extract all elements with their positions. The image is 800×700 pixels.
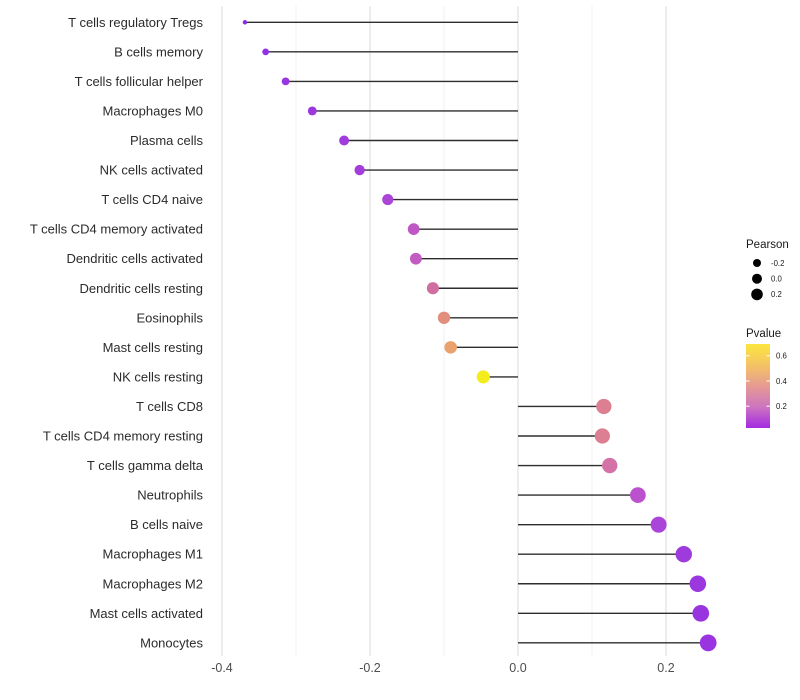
category-label: Dendritic cells activated — [66, 251, 203, 266]
size-legend-label: 0.0 — [771, 275, 783, 284]
size-legend-dot — [753, 259, 761, 267]
color-legend-label: 0.6 — [776, 352, 787, 361]
category-label: Macrophages M1 — [103, 547, 203, 562]
lollipop-dot — [602, 457, 618, 474]
category-label: T cells CD4 naive — [101, 192, 203, 207]
category-label: Macrophages M0 — [103, 103, 203, 118]
size-legend-label: -0.2 — [771, 259, 784, 268]
lollipop-dot — [281, 77, 290, 86]
category-label: T cells gamma delta — [87, 458, 204, 473]
lollipop-dot — [596, 398, 612, 415]
lollipop-dot — [650, 516, 667, 533]
color-legend-label: 0.4 — [776, 377, 788, 386]
pvalue-colorbar — [746, 344, 770, 428]
category-label: T cells CD4 memory resting — [43, 429, 203, 444]
category-label: T cells regulatory Tregs — [68, 15, 203, 30]
category-label: Dendritic cells resting — [79, 281, 203, 296]
category-label: Macrophages M2 — [103, 576, 203, 591]
lollipop-dot — [630, 487, 646, 503]
category-label: T cells CD8 — [136, 399, 203, 414]
category-label: B cells memory — [114, 44, 203, 59]
category-label: Monocytes — [140, 635, 203, 650]
lollipop-dot — [426, 282, 439, 295]
category-label: Mast cells resting — [103, 340, 203, 355]
x-axis-tick-label: -0.4 — [211, 661, 233, 675]
category-label: Mast cells activated — [90, 606, 203, 621]
lollipop-dot — [262, 48, 270, 56]
lollipop-dot — [692, 604, 710, 622]
category-label: NK cells resting — [113, 369, 203, 384]
lollipop-dot — [675, 545, 692, 563]
lollipop-dot — [476, 370, 490, 384]
lollipop-dot — [410, 252, 422, 265]
size-legend-dot — [751, 288, 763, 301]
lollipop-dot — [444, 341, 457, 354]
x-axis-tick-label: -0.2 — [359, 661, 381, 675]
lollipop-dot — [354, 164, 365, 176]
category-label: T cells CD4 memory activated — [30, 222, 203, 237]
lollipop-dot — [242, 20, 248, 25]
lollipop-dot — [407, 223, 420, 236]
size-legend-label: 0.2 — [771, 290, 782, 299]
category-label: Eosinophils — [137, 310, 204, 325]
category-label: B cells naive — [130, 517, 203, 532]
lollipop-dot — [382, 194, 394, 206]
size-legend-dot — [752, 273, 762, 284]
lollipop-dot — [699, 634, 717, 652]
lollipop-dot — [307, 106, 317, 116]
lollipop-dot — [594, 428, 610, 444]
lollipop-dot — [339, 135, 350, 146]
lollipop-dot — [437, 311, 451, 324]
lollipop-dot — [689, 575, 707, 593]
x-axis-tick-label: 0.2 — [657, 661, 674, 675]
size-legend-title: Pearson — [746, 239, 789, 251]
category-label: Plasma cells — [130, 133, 203, 148]
color-legend-label: 0.2 — [776, 402, 787, 411]
color-legend-title: Pvalue — [746, 328, 781, 340]
category-label: T cells follicular helper — [75, 74, 204, 89]
category-label: NK cells activated — [100, 163, 203, 178]
category-label: Neutrophils — [137, 488, 203, 503]
x-axis-tick-label: 0.0 — [509, 661, 526, 675]
